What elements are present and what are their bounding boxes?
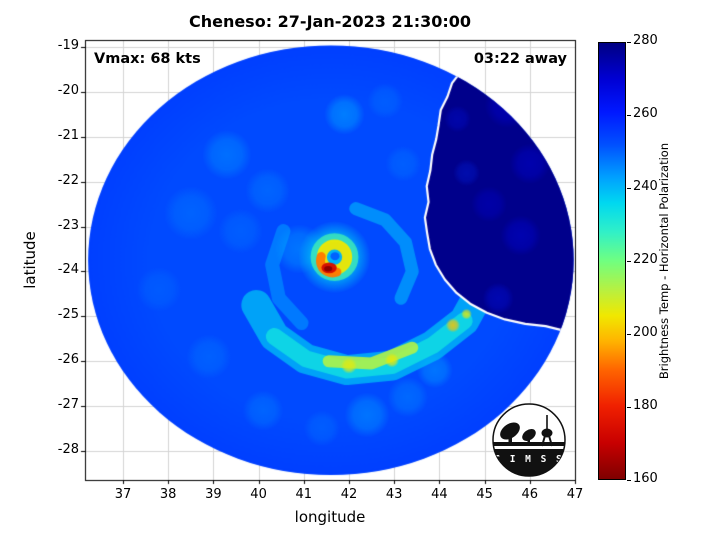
- colorbar-tick-mark: [627, 42, 631, 43]
- x-tick-label: 43: [385, 487, 403, 502]
- y-tick-label: -26: [57, 352, 79, 368]
- colorbar-tick-label: 200: [633, 325, 658, 340]
- colorbar-gradient: [599, 43, 625, 479]
- x-tick-label: 38: [159, 487, 177, 502]
- x-tick-label: 37: [114, 487, 132, 502]
- y-tick-label: -23: [57, 217, 79, 233]
- x-tick-label: 45: [476, 487, 493, 502]
- colorbar-tick-mark: [627, 480, 631, 481]
- satellite-dish-icon: [500, 422, 520, 444]
- x-tick-label: 46: [521, 487, 539, 502]
- colorbar-tick-label: 220: [633, 252, 658, 267]
- y-tick-label: -19: [57, 38, 79, 54]
- colorbar-tick-label: 180: [633, 398, 658, 413]
- x-tick-label: 42: [340, 487, 358, 502]
- colorbar-tick-label: 260: [633, 106, 658, 121]
- colorbar-tick-label: 240: [633, 179, 658, 194]
- logo-text: C I M S S: [494, 454, 563, 465]
- x-tick-label: 44: [431, 487, 448, 502]
- y-tick-label: -21: [57, 127, 79, 143]
- colorbar-tick-label: 160: [633, 471, 658, 486]
- y-tick-label: -27: [57, 396, 79, 412]
- y-tick-label: -20: [57, 83, 79, 99]
- colorbar-tick-mark: [627, 188, 631, 189]
- y-tick-label: -24: [57, 262, 79, 278]
- x-tick-label: 41: [295, 487, 313, 502]
- water-tower-icon: [541, 415, 553, 447]
- colorbar-label: Brightness Temp - Horizontal Polarizatio…: [657, 142, 671, 380]
- colorbar-tick-mark: [627, 261, 631, 262]
- y-tick-label: -25: [57, 307, 79, 323]
- small-dish-icon: [522, 429, 536, 444]
- x-tick-label: 39: [205, 487, 222, 502]
- colorbar-tick-mark: [627, 115, 631, 116]
- vmax-annotation: Vmax: 68 kts: [94, 51, 201, 67]
- x-axis-label: longitude: [294, 508, 366, 526]
- x-tick-label: 40: [250, 487, 267, 502]
- y-tick-label: -22: [57, 172, 79, 188]
- colorbar-tick-label: 280: [633, 33, 658, 48]
- y-tick-label: -28: [57, 441, 79, 457]
- y-axis-label: latitude: [21, 231, 39, 289]
- plot-title: Cheneso: 27-Jan-2023 21:30:00: [188, 12, 472, 31]
- colorbar-tick-mark: [627, 334, 631, 335]
- cimss-logo: C I M S S: [492, 403, 566, 477]
- colorbar: [598, 42, 626, 480]
- colorbar-tick-mark: [627, 407, 631, 408]
- x-tick-label: 47: [566, 487, 584, 502]
- eta-annotation: 03:22 away: [473, 51, 567, 67]
